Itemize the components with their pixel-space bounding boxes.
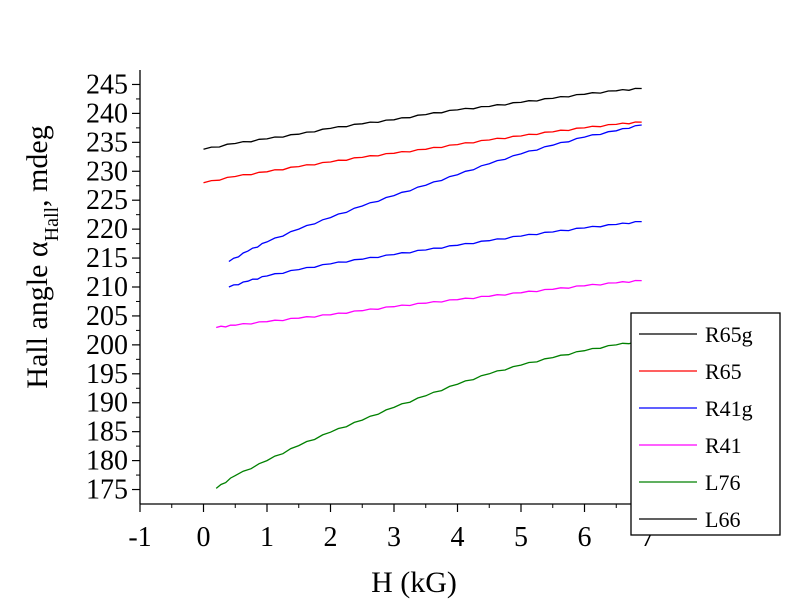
legend-label-r41g: R41g [705, 396, 753, 421]
x-tick-label: -1 [128, 522, 151, 553]
y-tick-label: 230 [86, 156, 128, 187]
y-tick-label: 180 [86, 446, 128, 477]
y-tick-label: 210 [86, 272, 128, 303]
y-tick-label: 190 [86, 388, 128, 419]
legend: R65g R65 R41g R41 L76 L66 [630, 312, 781, 536]
x-tick-label: 0 [197, 522, 211, 553]
y-tick-label: 185 [86, 417, 128, 448]
y-axis-title-suffix: , mdeg [21, 125, 54, 207]
series-layer [203, 87, 642, 489]
y-tick-label: 215 [86, 243, 128, 274]
series-line-r65 [203, 121, 642, 184]
y-tick-label: 205 [86, 301, 128, 332]
x-axis-title: H (kG) [371, 566, 457, 599]
legend-label-r65g: R65g [705, 322, 753, 347]
series-line-r65g [203, 87, 642, 150]
y-tick-label: 245 [86, 69, 128, 100]
x-tick-label: 5 [514, 522, 528, 553]
y-axis-title-subscript: Hall [41, 206, 63, 241]
y-axis-title: Hall angle αHall, mdeg [21, 125, 63, 388]
legend-label-l76: L76 [705, 470, 740, 495]
y-tick-label: 220 [86, 214, 128, 245]
y-tick-label: 235 [86, 127, 128, 158]
x-tick-label: 3 [387, 522, 401, 553]
legend-box [630, 312, 781, 536]
y-tick-label: 195 [86, 359, 128, 390]
x-tick-label: 1 [260, 522, 274, 553]
y-tick-label: 175 [86, 475, 128, 506]
series-line-r41g [228, 124, 642, 263]
legend-label-r41: R41 [705, 433, 742, 458]
x-tick-label: 2 [324, 522, 338, 553]
y-axis-title-prefix: Hall angle α [21, 241, 54, 389]
legend-label-r65: R65 [705, 359, 742, 384]
series-line-l66 [228, 220, 642, 288]
legend-label-l66: L66 [705, 507, 740, 532]
y-tick-label: 200 [86, 330, 128, 361]
x-tick-label: 6 [578, 522, 592, 553]
series-line-l76 [215, 340, 642, 489]
x-tick-label: 4 [451, 522, 465, 553]
tick-layer: 1751801851901952002052102152202252302352… [86, 69, 655, 553]
series-line-r41 [216, 279, 642, 329]
y-tick-label: 240 [86, 98, 128, 129]
y-tick-label: 225 [86, 185, 128, 216]
